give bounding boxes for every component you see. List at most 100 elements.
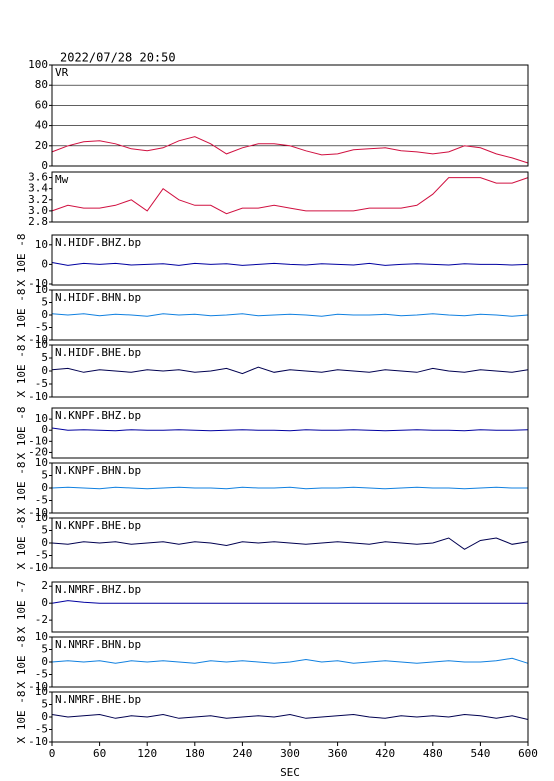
panel-title: N.KNPF.BHN.bp: [55, 464, 141, 477]
y-tick-label: 60: [35, 98, 48, 111]
x-tick-label: 300: [280, 747, 300, 760]
y-tick-label: -5: [35, 377, 48, 390]
y-tick-label: -10: [28, 390, 48, 403]
y-tick-label: -5: [35, 549, 48, 562]
y-tick-label: 0: [41, 257, 48, 270]
y-tick-label: 0: [41, 710, 48, 723]
y-tick-label: 3.2: [28, 193, 48, 206]
trace: [51, 136, 529, 164]
x-tick-label: 360: [328, 747, 348, 760]
y-tick-label: 5: [41, 698, 48, 711]
y-tick-label: -10: [28, 434, 48, 447]
trace: [51, 262, 529, 266]
timestamp: 2022/07/28 20:50: [60, 51, 176, 65]
panel-title: N.KNPF.BHZ.bp: [55, 409, 141, 422]
y-tick-label: -10: [28, 561, 48, 574]
y-tick-label: 0: [41, 596, 48, 609]
x-tick-label: 60: [93, 747, 106, 760]
panel-frame: [51, 636, 529, 688]
panel-frame: [51, 344, 529, 398]
y-tick-label: -2: [35, 613, 48, 626]
y-axis-label: X 10E -8: [15, 407, 28, 460]
y-tick-label: 100: [28, 58, 48, 71]
y-tick-label: 5: [41, 351, 48, 364]
y-tick-label: 10: [35, 511, 48, 524]
y-axis-label: X 10E -8: [15, 691, 28, 744]
panel-frame: [51, 234, 529, 286]
panel-frame: [51, 581, 529, 633]
y-tick-label: 5: [41, 524, 48, 537]
panel-frame: [51, 64, 529, 167]
y-tick-label: -5: [35, 723, 48, 736]
x-tick-label: 0: [49, 747, 56, 760]
y-tick-label: 10: [35, 630, 48, 643]
y-tick-label: -10: [28, 277, 48, 290]
y-tick-label: 80: [35, 78, 48, 91]
y-tick-label: -5: [35, 321, 48, 334]
panel-title: Mw: [55, 173, 69, 186]
y-axis-label: X 10E -8: [15, 462, 28, 515]
y-tick-label: 0: [41, 364, 48, 377]
y-tick-label: 10: [35, 685, 48, 698]
y-tick-label: 10: [35, 456, 48, 469]
y-tick-label: 2.8: [28, 215, 48, 228]
y-tick-label: 0: [41, 159, 48, 172]
y-tick-label: -10: [28, 680, 48, 693]
x-tick-label: 120: [137, 747, 157, 760]
trace: [51, 313, 529, 317]
y-axis-label: X 10E -8: [15, 517, 28, 570]
y-tick-label: 0: [41, 423, 48, 436]
x-tick-label: 480: [423, 747, 443, 760]
trace: [51, 366, 529, 375]
trace: [51, 657, 529, 664]
y-tick-label: -10: [28, 506, 48, 519]
trace: [51, 537, 529, 550]
y-tick-label: 3.0: [28, 204, 48, 217]
y-axis-label: X 10E -8: [15, 345, 28, 398]
y-tick-label: 10: [35, 238, 48, 251]
y-tick-label: 10: [35, 338, 48, 351]
x-tick-label: 420: [375, 747, 395, 760]
y-tick-label: 3.6: [28, 171, 48, 184]
x-tick-label: 240: [232, 747, 252, 760]
y-tick-label: 3.4: [28, 182, 48, 195]
panel-frame: [51, 289, 529, 341]
x-tick-label: 540: [470, 747, 490, 760]
y-tick-label: -10: [28, 735, 48, 748]
y-tick-label: 5: [41, 469, 48, 482]
y-tick-label: 0: [41, 536, 48, 549]
trace: [51, 713, 529, 720]
y-tick-label: 5: [41, 296, 48, 309]
panel-frame: [51, 171, 529, 223]
y-tick-label: -10: [28, 333, 48, 346]
y-tick-label: 20: [35, 139, 48, 152]
panel-title: N.NMRF.BHN.bp: [55, 638, 141, 651]
y-tick-label: -20: [28, 445, 48, 458]
y-tick-label: 40: [35, 119, 48, 132]
trace: [51, 486, 528, 490]
y-tick-label: -5: [35, 668, 48, 681]
panel-frame: [51, 462, 529, 514]
y-axis-label: X 10E -8: [15, 289, 28, 342]
y-tick-label: 2: [41, 579, 48, 592]
y-axis-label: X 10E -8: [15, 234, 28, 287]
y-axis-label: X 10E -7: [15, 581, 28, 634]
trace: [51, 427, 529, 432]
panel-title: N.HIDF.BHE.bp: [55, 346, 141, 359]
trace: [51, 600, 528, 604]
trace: [51, 177, 529, 215]
panel-title: N.HIDF.BHZ.bp: [55, 236, 141, 249]
y-tick-label: 0: [41, 481, 48, 494]
x-tick-label: 600: [518, 747, 538, 760]
panel-frame: [51, 407, 529, 459]
panel-title: N.NMRF.BHZ.bp: [55, 583, 141, 596]
y-axis-label: X 10E -8: [15, 636, 28, 689]
panel-title: N.HIDF.BHN.bp: [55, 291, 141, 304]
panel-title: N.KNPF.BHE.bp: [55, 519, 141, 532]
y-tick-label: -5: [35, 494, 48, 507]
y-tick-label: 0: [41, 655, 48, 668]
panel-frame: [51, 517, 529, 569]
panel-title: N.NMRF.BHE.bp: [55, 693, 141, 706]
y-tick-label: 10: [35, 283, 48, 296]
